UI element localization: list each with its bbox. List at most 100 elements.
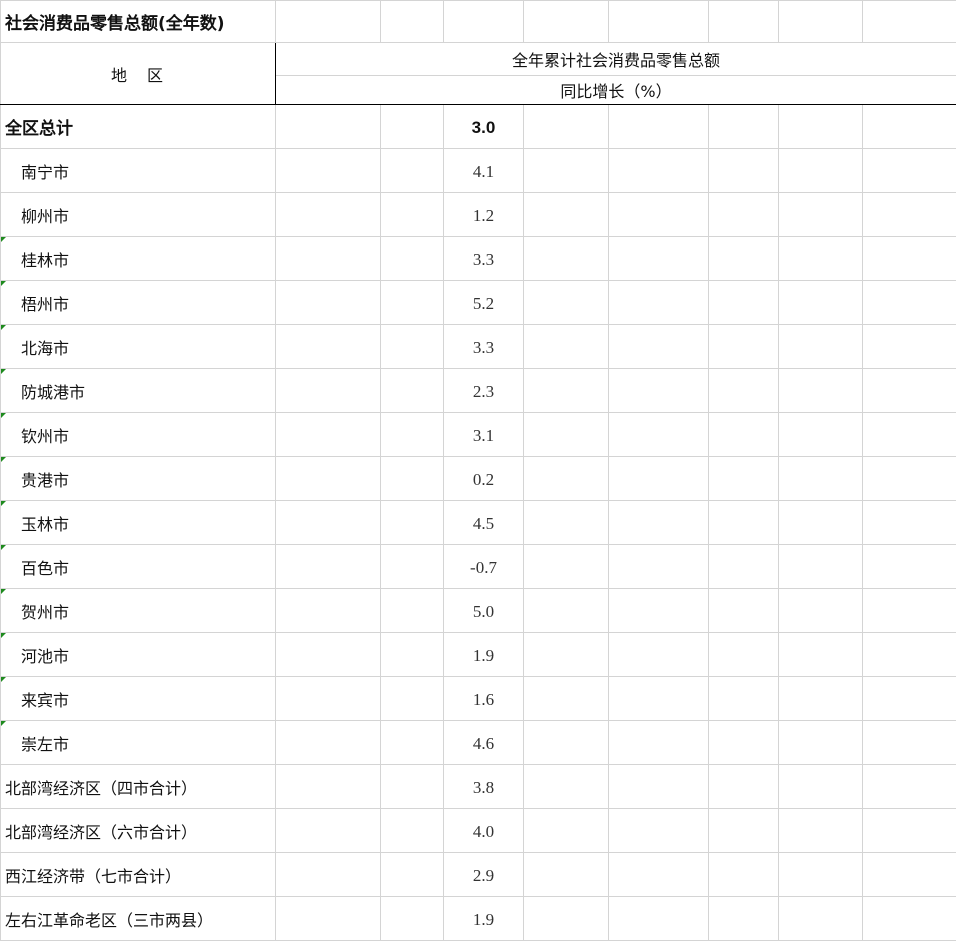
growth-value-cell[interactable]: 2.9 [444, 853, 524, 897]
cell[interactable] [276, 633, 381, 677]
cell[interactable] [381, 501, 444, 545]
cell[interactable] [609, 897, 709, 941]
cell[interactable] [381, 457, 444, 501]
cell[interactable] [863, 149, 956, 193]
cell[interactable] [863, 281, 956, 325]
cell[interactable] [709, 809, 779, 853]
cell[interactable] [779, 853, 863, 897]
cell[interactable] [609, 545, 709, 589]
cell[interactable] [709, 457, 779, 501]
cell[interactable] [524, 281, 609, 325]
cell[interactable] [276, 721, 381, 765]
region-cell[interactable]: 南宁市 [1, 149, 276, 193]
cell[interactable] [609, 193, 709, 237]
cell[interactable] [863, 765, 956, 809]
cell[interactable] [381, 325, 444, 369]
cell[interactable] [609, 457, 709, 501]
cell[interactable] [709, 501, 779, 545]
cell[interactable] [524, 853, 609, 897]
region-cell[interactable]: 柳州市 [1, 193, 276, 237]
cell[interactable] [609, 105, 709, 149]
cell[interactable] [709, 1, 779, 43]
region-cell[interactable]: 百色市 [1, 545, 276, 589]
cell[interactable] [276, 853, 381, 897]
cell[interactable] [709, 589, 779, 633]
cell[interactable] [609, 1, 709, 43]
cell[interactable] [524, 897, 609, 941]
cell[interactable] [779, 1, 863, 43]
cell[interactable] [709, 105, 779, 149]
region-cell[interactable]: 梧州市 [1, 281, 276, 325]
cell[interactable] [276, 501, 381, 545]
growth-value-cell[interactable]: 5.2 [444, 281, 524, 325]
region-column-header[interactable]: 地 区 [1, 43, 276, 105]
cell[interactable] [276, 677, 381, 721]
cell[interactable] [609, 809, 709, 853]
growth-value-cell[interactable]: 1.9 [444, 897, 524, 941]
cell[interactable] [779, 677, 863, 721]
cell[interactable] [524, 105, 609, 149]
cell[interactable] [524, 325, 609, 369]
cell[interactable] [276, 149, 381, 193]
cell[interactable] [381, 853, 444, 897]
cell[interactable] [276, 765, 381, 809]
cell[interactable] [779, 545, 863, 589]
cell[interactable] [779, 633, 863, 677]
cell[interactable] [276, 413, 381, 457]
cell[interactable] [863, 809, 956, 853]
growth-value-cell[interactable]: 1.9 [444, 633, 524, 677]
cell[interactable] [381, 1, 444, 43]
region-cell[interactable]: 贺州市 [1, 589, 276, 633]
cell[interactable] [863, 589, 956, 633]
cell[interactable] [524, 369, 609, 413]
cell[interactable] [863, 325, 956, 369]
cell[interactable] [524, 765, 609, 809]
cell[interactable] [524, 501, 609, 545]
cell[interactable] [709, 237, 779, 281]
region-cell[interactable]: 玉林市 [1, 501, 276, 545]
cell[interactable] [444, 1, 524, 43]
cell[interactable] [524, 1, 609, 43]
growth-value-cell[interactable]: 3.3 [444, 237, 524, 281]
cell[interactable] [524, 193, 609, 237]
region-cell[interactable]: 崇左市 [1, 721, 276, 765]
cell[interactable] [863, 721, 956, 765]
cell[interactable] [709, 193, 779, 237]
cell[interactable] [609, 325, 709, 369]
growth-value-cell[interactable]: 1.6 [444, 677, 524, 721]
cell[interactable] [709, 369, 779, 413]
cell[interactable] [863, 853, 956, 897]
cell[interactable] [524, 457, 609, 501]
cell[interactable] [779, 721, 863, 765]
cell[interactable] [863, 237, 956, 281]
cell[interactable] [709, 149, 779, 193]
cell[interactable] [609, 633, 709, 677]
cell[interactable] [779, 765, 863, 809]
cell[interactable] [276, 369, 381, 413]
region-cell[interactable]: 来宾市 [1, 677, 276, 721]
growth-value-cell[interactable]: 3.0 [444, 105, 524, 149]
cell[interactable] [524, 589, 609, 633]
cell[interactable] [381, 897, 444, 941]
cell[interactable] [381, 105, 444, 149]
cell[interactable] [524, 633, 609, 677]
cell[interactable] [381, 633, 444, 677]
cell[interactable] [709, 721, 779, 765]
cell[interactable] [609, 369, 709, 413]
cell[interactable] [779, 193, 863, 237]
cell[interactable] [276, 457, 381, 501]
cell[interactable] [863, 457, 956, 501]
cell[interactable] [779, 589, 863, 633]
cell[interactable] [709, 853, 779, 897]
cell[interactable] [863, 413, 956, 457]
region-cell[interactable]: 北部湾经济区（四市合计） [1, 765, 276, 809]
cell[interactable] [524, 237, 609, 281]
region-cell[interactable]: 钦州市 [1, 413, 276, 457]
cell[interactable] [276, 589, 381, 633]
growth-value-cell[interactable]: 3.1 [444, 413, 524, 457]
cell[interactable] [609, 149, 709, 193]
cell[interactable] [609, 281, 709, 325]
cell[interactable] [709, 633, 779, 677]
cell[interactable] [609, 413, 709, 457]
cell[interactable] [524, 149, 609, 193]
